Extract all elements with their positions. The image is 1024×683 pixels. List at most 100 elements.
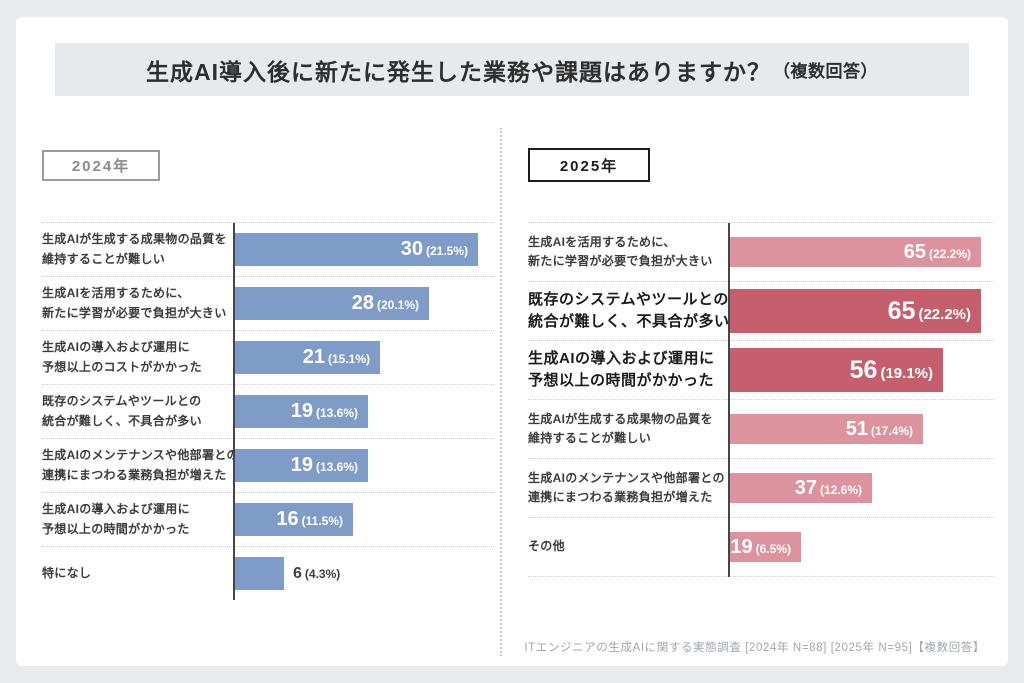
- value-bar: 28 (20.1%): [233, 287, 429, 320]
- value-bar: 65 (22.2%): [728, 289, 981, 333]
- bar-area: 6 (4.3%): [233, 557, 494, 590]
- value-label: 6 (4.3%): [293, 565, 340, 583]
- value-number: 19: [730, 535, 753, 558]
- value-number: 28: [351, 292, 374, 314]
- year-badge-2025: 2025年: [528, 148, 650, 182]
- chart-row: 生成AIの導入および運用に 予想以上のコストがかかった 21 (15.1%): [42, 331, 494, 385]
- value-bar: 16 (11.5%): [233, 503, 353, 536]
- value-bar: 37 (12.6%): [728, 473, 872, 503]
- value-number: 51: [845, 417, 868, 440]
- value-number: 16: [276, 508, 299, 530]
- value-percent: (13.6%): [315, 460, 358, 474]
- bar-area: 30 (21.5%): [233, 233, 494, 266]
- value-bar: [233, 557, 284, 590]
- value-percent: (11.5%): [301, 514, 343, 528]
- value-percent: (21.5%): [425, 244, 468, 258]
- chart-row: 既存のシステムやツールとの 統合が難しく、不具合が多い 19 (13.6%): [42, 385, 494, 439]
- chart-row: 生成AIの導入および運用に 予想以上の時間がかかった 16 (11.5%): [42, 493, 494, 547]
- value-label: 30 (21.5%): [401, 238, 468, 261]
- value-percent: (13.6%): [315, 406, 358, 420]
- chart-title-bar: 生成AI導入後に新たに発生した業務や課題はありますか？ （複数回答）: [55, 43, 969, 96]
- value-number: 19: [290, 454, 313, 476]
- vertical-divider: [500, 128, 502, 656]
- value-number: 30: [400, 238, 423, 260]
- chart-row: 生成AIのメンテナンスや他部署との 連携にまつわる業務負担が増えた 19 (13.6…: [42, 439, 494, 493]
- value-label: 51 (17.4%): [846, 418, 913, 441]
- chart-2024: 生成AIが生成する成果物の品質を 維持することが難しい 30 (21.5%) 生成AI…: [42, 222, 494, 600]
- value-percent: (22.2%): [928, 246, 971, 261]
- bar-area: 37 (12.6%): [728, 473, 994, 503]
- category-label: 生成AIの導入および運用に 予想以上の時間がかかった: [42, 502, 190, 536]
- value-percent: (4.3%): [304, 566, 341, 581]
- page-title-suffix: （複数回答）: [773, 62, 878, 81]
- value-bar: 51 (17.4%): [728, 414, 923, 444]
- value-bar: 65 (22.2%): [728, 237, 981, 267]
- category-label: 生成AIが生成する成果物の品質を 維持することが難しい: [42, 232, 227, 266]
- chart-2025: 生成AIを活用するために、 新たに学習が必要で負担が大きい 65 (22.2%) 既存…: [528, 222, 994, 577]
- chart-row: 生成AIを活用するために、 新たに学習が必要で負担が大きい 28 (20.1%): [42, 277, 494, 331]
- chart-row: その他 19 (6.5%): [528, 518, 994, 577]
- value-percent: (22.2%): [918, 305, 971, 323]
- value-label: 56 (19.1%): [850, 356, 933, 385]
- value-percent: (15.1%): [327, 352, 370, 366]
- value-label: 19 (6.5%): [730, 536, 791, 559]
- value-percent: (20.1%): [376, 298, 419, 312]
- bar-area: 28 (20.1%): [233, 287, 494, 320]
- category-label: 生成AIを活用するために、 新たに学習が必要で負担が大きい: [528, 234, 713, 268]
- source-note: ITエンジニアの生成AIに関する実態調査 [2024年 N=88] [2025年…: [524, 642, 985, 654]
- value-label: 19 (13.6%): [291, 454, 358, 477]
- category-label: 生成AIのメンテナンスや他部署との 連携にまつわる業務負担が増えた: [42, 448, 239, 482]
- chart-row: 既存のシステムやツールとの 統合が難しく、不具合が多い 65 (22.2%): [528, 282, 994, 341]
- value-percent: (19.1%): [880, 364, 933, 382]
- value-number: 65: [887, 296, 916, 325]
- category-label: 生成AIのメンテナンスや他部署との 連携にまつわる業務負担が増えた: [528, 470, 725, 504]
- bar-area: 21 (15.1%): [233, 341, 494, 374]
- value-number: 37: [794, 476, 817, 499]
- value-label: 65 (22.2%): [904, 241, 971, 264]
- bar-area: 65 (22.2%): [728, 237, 994, 267]
- value-label: 19 (13.6%): [291, 400, 358, 423]
- category-label: 生成AIを活用するために、 新たに学習が必要で負担が大きい: [42, 286, 227, 320]
- category-label: 既存のシステムやツールとの 統合が難しく、不具合が多い: [528, 290, 730, 331]
- value-percent: (17.4%): [870, 423, 913, 438]
- value-number: 21: [302, 346, 325, 368]
- chart-2025-rows: 生成AIを活用するために、 新たに学習が必要で負担が大きい 65 (22.2%) 既存…: [528, 222, 994, 577]
- bar-area: 51 (17.4%): [728, 414, 994, 444]
- bar-area: 19 (13.6%): [233, 395, 494, 428]
- chart-row: 生成AIを活用するために、 新たに学習が必要で負担が大きい 65 (22.2%): [528, 223, 994, 282]
- axis-line: [233, 223, 235, 600]
- value-label: 65 (22.2%): [888, 297, 971, 326]
- value-number: 19: [290, 400, 313, 422]
- page-title: 生成AI導入後に新たに発生した業務や課題はありますか？: [146, 58, 771, 85]
- bar-area: 19 (6.5%): [728, 532, 994, 562]
- value-number: 56: [849, 355, 878, 384]
- value-label: 28 (20.1%): [352, 292, 419, 315]
- value-bar: 19 (6.5%): [728, 532, 801, 562]
- bar-area: 16 (11.5%): [233, 503, 494, 536]
- value-percent: (6.5%): [755, 541, 791, 556]
- infographic-card: 生成AI導入後に新たに発生した業務や課題はありますか？ （複数回答） 2024年…: [16, 17, 1008, 666]
- chart-row: 生成AIのメンテナンスや他部署との 連携にまつわる業務負担が増えた 37 (12.6…: [528, 459, 994, 518]
- value-number: 65: [903, 240, 926, 263]
- value-bar: 30 (21.5%): [233, 233, 478, 266]
- category-label: その他: [528, 539, 565, 554]
- chart-row: 生成AIの導入および運用に 予想以上の時間がかかった 56 (19.1%): [528, 341, 994, 400]
- category-label: 既存のシステムやツールとの 統合が難しく、不具合が多い: [42, 394, 202, 428]
- value-bar: 56 (19.1%): [728, 348, 943, 392]
- value-bar: 21 (15.1%): [233, 341, 380, 374]
- category-label: 生成AIの導入および運用に 予想以上のコストがかかった: [42, 340, 202, 374]
- chart-2024-rows: 生成AIが生成する成果物の品質を 維持することが難しい 30 (21.5%) 生成AI…: [42, 222, 494, 600]
- value-bar: 19 (13.6%): [233, 395, 368, 428]
- value-label: 21 (15.1%): [303, 346, 370, 369]
- category-label: 生成AIの導入および運用に 予想以上の時間がかかった: [528, 349, 715, 390]
- value-label: 37 (12.6%): [795, 477, 862, 500]
- category-label: 特になし: [42, 565, 92, 580]
- year-badge-2024: 2024年: [42, 150, 160, 181]
- value-bar: 19 (13.6%): [233, 449, 368, 482]
- bar-area: 56 (19.1%): [728, 348, 994, 392]
- bar-area: 65 (22.2%): [728, 289, 994, 333]
- chart-row: 生成AIが生成する成果物の品質を 維持することが難しい 30 (21.5%): [42, 223, 494, 277]
- axis-line: [728, 223, 730, 577]
- value-label: 16 (11.5%): [276, 508, 343, 531]
- value-percent: (12.6%): [819, 482, 862, 497]
